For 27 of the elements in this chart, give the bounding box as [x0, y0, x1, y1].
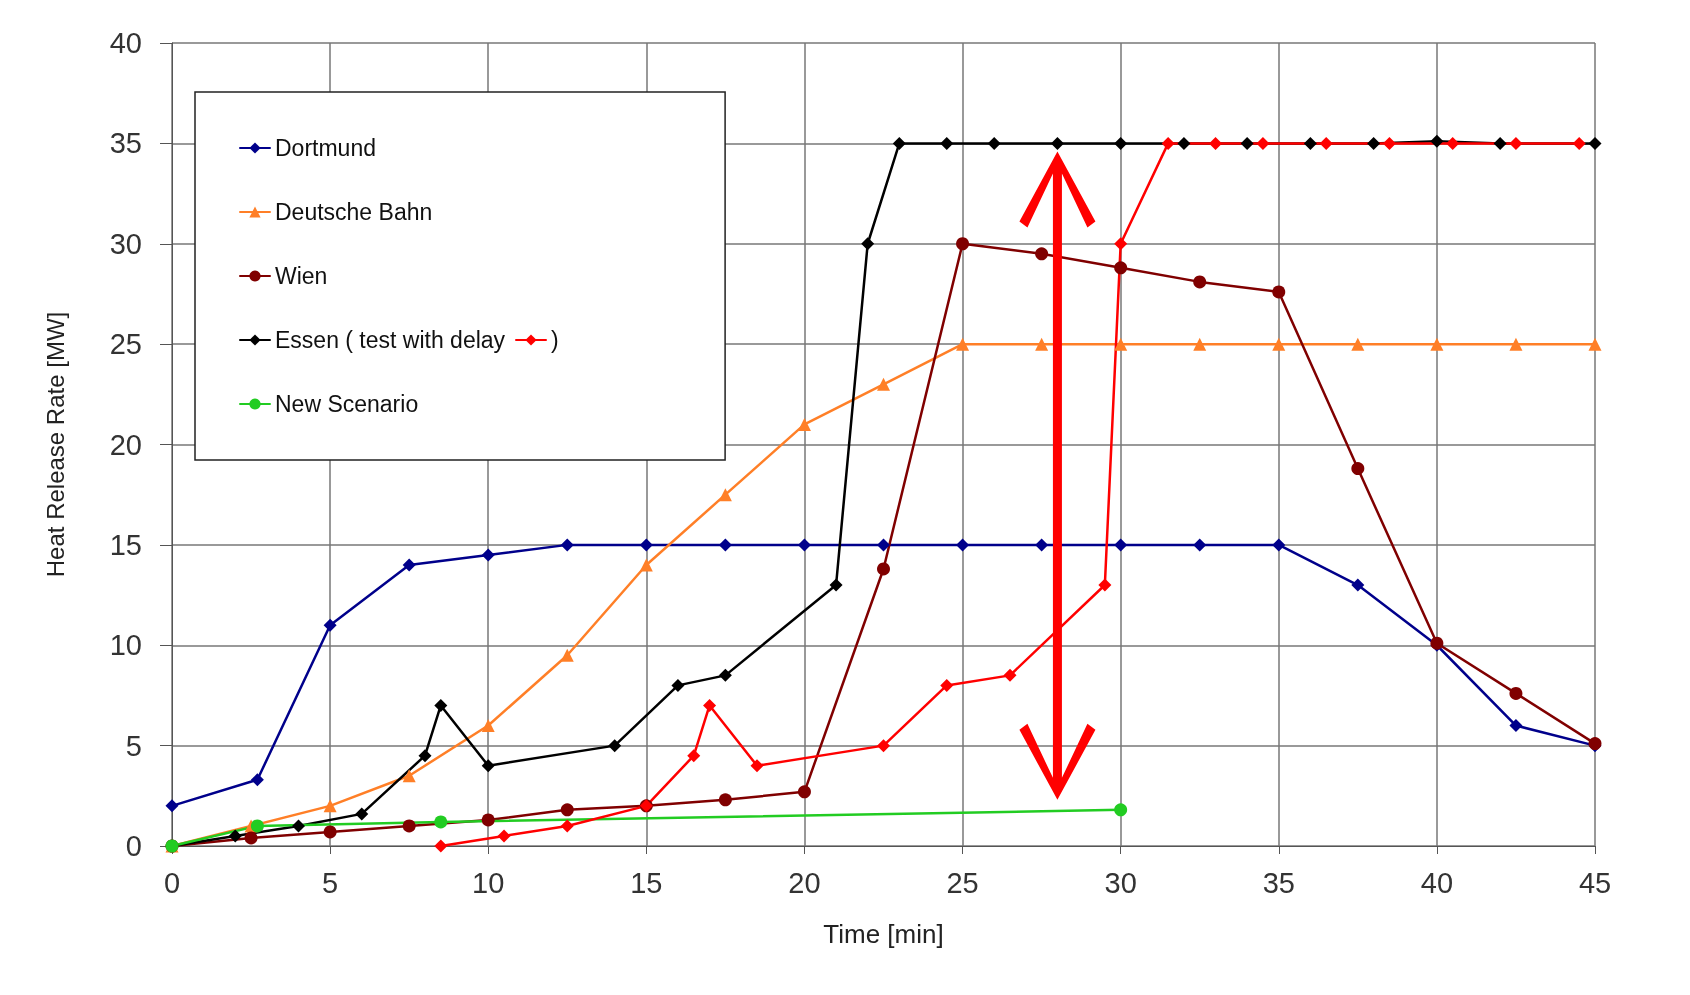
- legend-label: Wien: [275, 263, 328, 289]
- legend-label: New Scenario: [275, 391, 419, 417]
- y-tick-label: 0: [125, 830, 142, 862]
- y-tick-label: 40: [109, 27, 142, 59]
- y-axis-title: Heat Release Rate [MW]: [41, 311, 69, 578]
- y-tick-label: 15: [109, 528, 142, 561]
- x-tick-label: 20: [788, 866, 821, 899]
- x-tick-label: 25: [946, 866, 979, 899]
- y-tick-label: 10: [109, 629, 142, 662]
- y-tick-label: 5: [125, 729, 142, 762]
- legend-label: Dortmund: [275, 135, 376, 161]
- x-tick-label: 0: [163, 866, 181, 899]
- y-tick-label: 35: [109, 127, 142, 160]
- y-tick-label: 30: [109, 227, 142, 260]
- x-tick-label: 10: [472, 866, 505, 899]
- legend-label: Essen ( test with delay: [275, 327, 506, 353]
- x-tick-label: 45: [1578, 866, 1612, 899]
- x-tick-label: 35: [1262, 866, 1295, 899]
- x-tick-label: 5: [322, 866, 339, 899]
- y-tick-label: 20: [109, 428, 142, 461]
- x-tick-label: 15: [630, 866, 663, 899]
- x-tick-label: 30: [1104, 866, 1137, 899]
- x-tick-label: 40: [1420, 866, 1454, 899]
- x-axis-title: Time [min]: [823, 919, 944, 949]
- legend-label: Deutsche Bahn: [275, 199, 433, 225]
- legend-label: ): [551, 327, 559, 353]
- y-tick-label: 25: [109, 328, 142, 361]
